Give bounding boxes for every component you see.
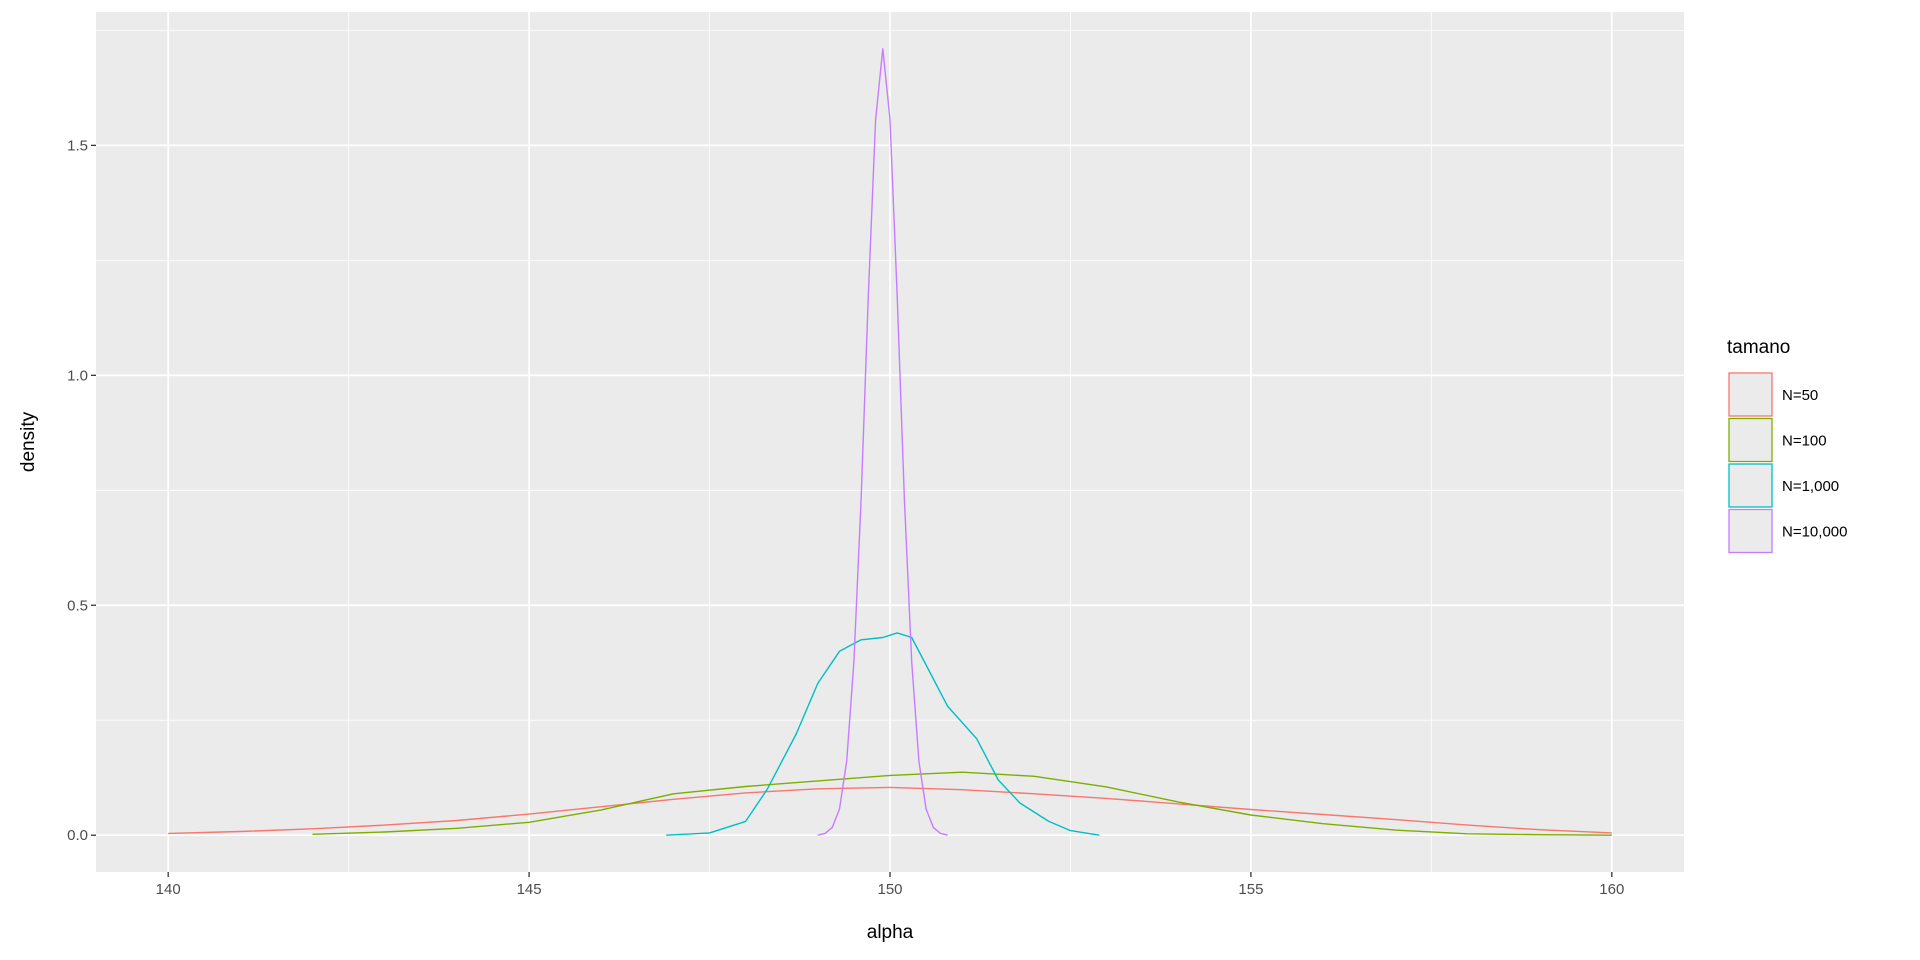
legend-key — [1728, 463, 1773, 508]
x-tick-label: 150 — [877, 881, 902, 898]
series-line-N=50 — [168, 786, 1612, 835]
legend-key — [1728, 508, 1773, 554]
legend-title: tamano — [1727, 337, 1790, 358]
x-tick-label: 140 — [156, 881, 181, 898]
legend-key — [1728, 372, 1773, 417]
gridlines — [96, 12, 1684, 872]
y-tick-label: 0.0 — [67, 827, 88, 844]
legend-label: N=1,000 — [1782, 478, 1839, 495]
legend-key — [1728, 417, 1773, 463]
y-axis-title: density — [18, 411, 39, 472]
x-tick-label: 155 — [1238, 881, 1263, 898]
x-axis-title: alpha — [867, 922, 914, 943]
x-tick-label: 160 — [1599, 881, 1624, 898]
y-tick-label: 1.5 — [67, 137, 88, 154]
series-lines — [168, 48, 1612, 836]
series-line-N=10,000 — [817, 48, 948, 836]
legend-label: N=50 — [1782, 387, 1818, 404]
legend-label: N=10,000 — [1782, 524, 1847, 541]
legend-label: N=100 — [1782, 433, 1827, 450]
y-tick-label: 1.0 — [67, 367, 88, 384]
y-tick-label: 0.5 — [67, 597, 88, 614]
axes: 140 145 150 155 160 0.0 0.5 1.0 1.5 — [67, 137, 1624, 898]
series-line-N=1,000 — [666, 632, 1100, 836]
x-tick-label: 145 — [517, 881, 542, 898]
legend: tamano N=50 N=100 N=1,000 N=10,000 — [1727, 337, 1847, 554]
series-line-N=100 — [312, 771, 1612, 836]
